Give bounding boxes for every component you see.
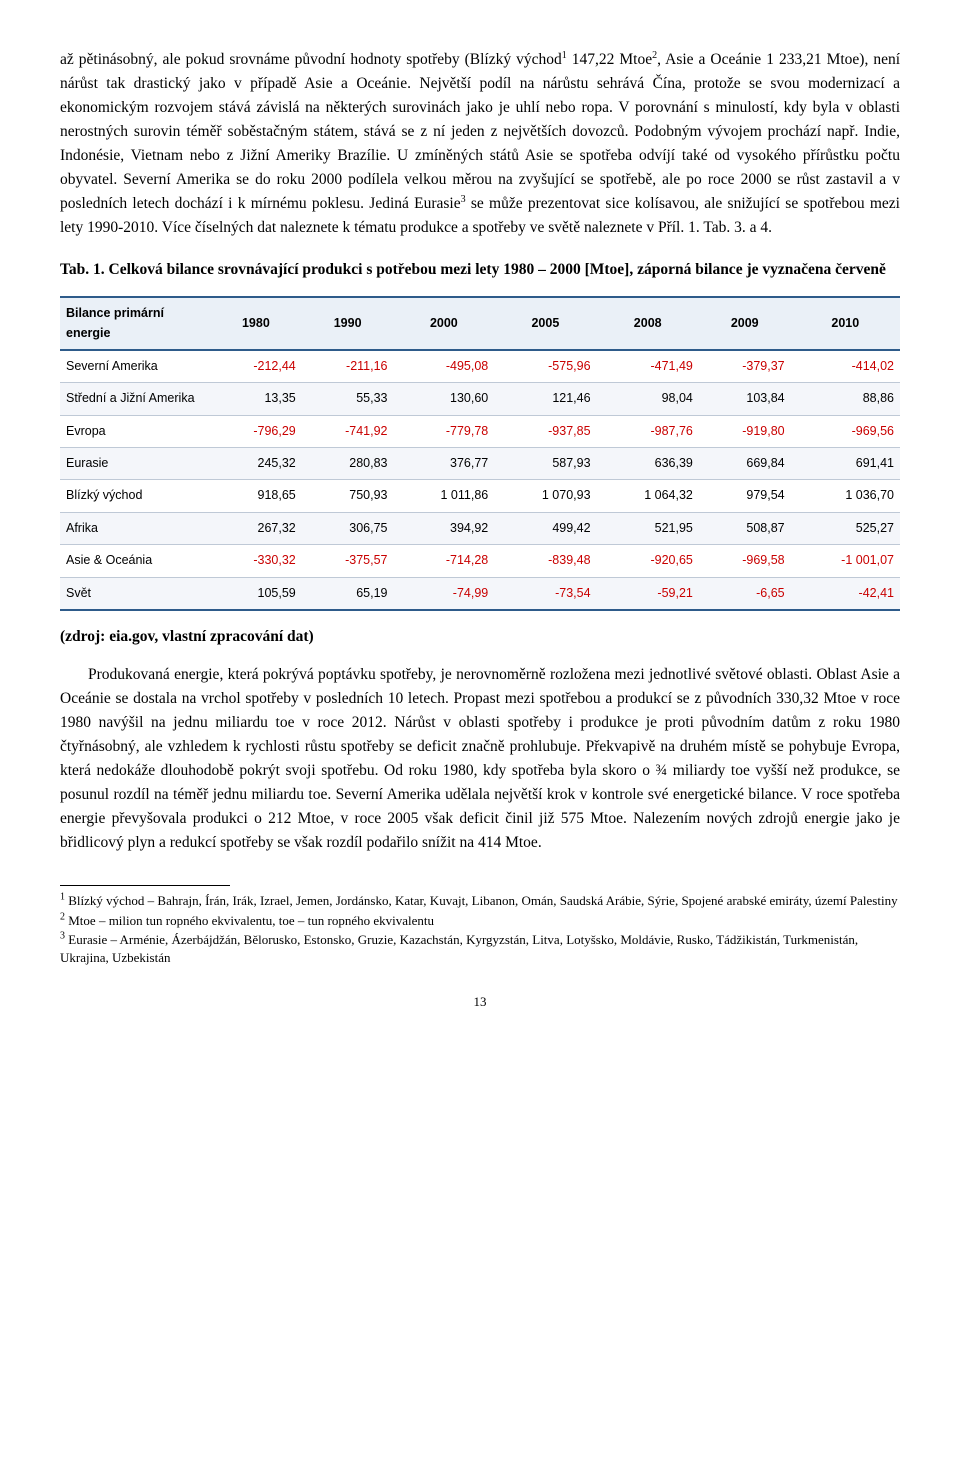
cell-value: 103,84 <box>699 383 791 415</box>
table-row: Eurasie245,32280,83376,77587,93636,39669… <box>60 448 900 480</box>
footnote-ref: 2 <box>652 50 657 61</box>
cell-value: -920,65 <box>597 545 699 577</box>
row-label: Blízký východ <box>60 480 210 512</box>
table-header-year: 2000 <box>394 297 495 350</box>
footnotes: 1 Blízký východ – Bahrajn, Írán, Irák, I… <box>60 892 900 966</box>
table-header-year: 1980 <box>210 297 302 350</box>
cell-value: 918,65 <box>210 480 302 512</box>
cell-value: 13,35 <box>210 383 302 415</box>
cell-value: 750,93 <box>302 480 394 512</box>
cell-value: -839,48 <box>494 545 596 577</box>
cell-value: -471,49 <box>597 350 699 383</box>
cell-value: -714,28 <box>394 545 495 577</box>
cell-value: -937,85 <box>494 415 596 447</box>
table-header-row: Bilance primární energie1980199020002005… <box>60 297 900 350</box>
footnote-number: 1 <box>60 892 65 903</box>
balance-table: Bilance primární energie1980199020002005… <box>60 296 900 611</box>
cell-value: 121,46 <box>494 383 596 415</box>
cell-value: 55,33 <box>302 383 394 415</box>
table-row: Svět105,5965,19-74,99-73,54-59,21-6,65-4… <box>60 577 900 610</box>
paragraph-2: Produkovaná energie, která pokrývá poptá… <box>60 663 900 855</box>
table-header-year: 2010 <box>791 297 900 350</box>
footnote-rule <box>60 885 230 886</box>
row-label: Severní Amerika <box>60 350 210 383</box>
cell-value: 280,83 <box>302 448 394 480</box>
cell-value: 65,19 <box>302 577 394 610</box>
footnote-number: 3 <box>60 931 65 942</box>
table-row: Asie & Oceánia-330,32-375,57-714,28-839,… <box>60 545 900 577</box>
cell-value: -969,56 <box>791 415 900 447</box>
cell-value: -74,99 <box>394 577 495 610</box>
table-row: Střední a Jižní Amerika13,3555,33130,601… <box>60 383 900 415</box>
cell-value: -211,16 <box>302 350 394 383</box>
footnote-ref: 3 <box>461 194 466 205</box>
cell-value: -796,29 <box>210 415 302 447</box>
cell-value: -495,08 <box>394 350 495 383</box>
cell-value: 1 070,93 <box>494 480 596 512</box>
cell-value: 979,54 <box>699 480 791 512</box>
cell-value: 376,77 <box>394 448 495 480</box>
cell-value: 1 011,86 <box>394 480 495 512</box>
cell-value: 306,75 <box>302 512 394 544</box>
row-label: Eurasie <box>60 448 210 480</box>
row-label: Afrika <box>60 512 210 544</box>
cell-value: 499,42 <box>494 512 596 544</box>
cell-value: 105,59 <box>210 577 302 610</box>
cell-value: 267,32 <box>210 512 302 544</box>
table-source: (zdroj: eia.gov, vlastní zpracování dat) <box>60 625 900 649</box>
cell-value: 98,04 <box>597 383 699 415</box>
cell-value: -59,21 <box>597 577 699 610</box>
cell-value: 245,32 <box>210 448 302 480</box>
footnote-ref: 1 <box>562 50 567 61</box>
cell-value: -414,02 <box>791 350 900 383</box>
table-header-year: 1990 <box>302 297 394 350</box>
cell-value: -575,96 <box>494 350 596 383</box>
table-header-year: 2009 <box>699 297 791 350</box>
cell-value: -969,58 <box>699 545 791 577</box>
cell-value: -741,92 <box>302 415 394 447</box>
row-label: Evropa <box>60 415 210 447</box>
cell-value: 636,39 <box>597 448 699 480</box>
cell-value: 1 064,32 <box>597 480 699 512</box>
cell-value: -1 001,07 <box>791 545 900 577</box>
table-caption: Tab. 1. Celková bilance srovnávající pro… <box>60 258 900 282</box>
cell-value: -379,37 <box>699 350 791 383</box>
cell-value: -779,78 <box>394 415 495 447</box>
cell-value: -6,65 <box>699 577 791 610</box>
row-label: Svět <box>60 577 210 610</box>
row-label: Střední a Jižní Amerika <box>60 383 210 415</box>
cell-value: -919,80 <box>699 415 791 447</box>
table-row: Blízký východ918,65750,931 011,861 070,9… <box>60 480 900 512</box>
cell-value: 521,95 <box>597 512 699 544</box>
cell-value: 1 036,70 <box>791 480 900 512</box>
table-row: Evropa-796,29-741,92-779,78-937,85-987,7… <box>60 415 900 447</box>
footnote: 2 Mtoe – milion tun ropného ekvivalentu,… <box>60 912 900 930</box>
cell-value: -375,57 <box>302 545 394 577</box>
footnote: 3 Eurasie – Arménie, Ázerbájdžán, Běloru… <box>60 931 900 966</box>
footnote-number: 2 <box>60 911 65 922</box>
cell-value: 525,27 <box>791 512 900 544</box>
row-label: Asie & Oceánia <box>60 545 210 577</box>
cell-value: -42,41 <box>791 577 900 610</box>
cell-value: -73,54 <box>494 577 596 610</box>
cell-value: 130,60 <box>394 383 495 415</box>
cell-value: 669,84 <box>699 448 791 480</box>
table-row: Severní Amerika-212,44-211,16-495,08-575… <box>60 350 900 383</box>
cell-value: 587,93 <box>494 448 596 480</box>
table-header-first: Bilance primární energie <box>60 297 210 350</box>
cell-value: 691,41 <box>791 448 900 480</box>
paragraph-1: až pětinásobný, ale pokud srovnáme původ… <box>60 48 900 240</box>
table-body: Severní Amerika-212,44-211,16-495,08-575… <box>60 350 900 610</box>
cell-value: 88,86 <box>791 383 900 415</box>
page-number: 13 <box>60 992 900 1012</box>
cell-value: -212,44 <box>210 350 302 383</box>
table-row: Afrika267,32306,75394,92499,42521,95508,… <box>60 512 900 544</box>
cell-value: 394,92 <box>394 512 495 544</box>
table-header-year: 2005 <box>494 297 596 350</box>
cell-value: 508,87 <box>699 512 791 544</box>
cell-value: -987,76 <box>597 415 699 447</box>
table-header-year: 2008 <box>597 297 699 350</box>
footnote: 1 Blízký východ – Bahrajn, Írán, Irák, I… <box>60 892 900 910</box>
cell-value: -330,32 <box>210 545 302 577</box>
